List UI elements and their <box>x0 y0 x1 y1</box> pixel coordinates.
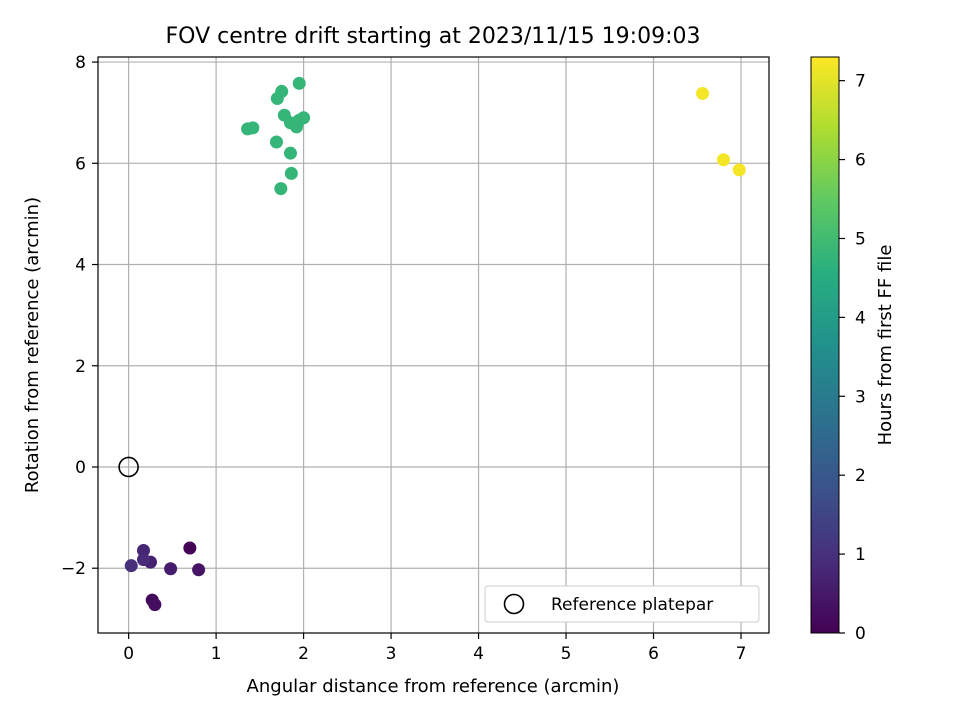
x-tick-label: 7 <box>736 644 747 664</box>
x-tick-label: 6 <box>648 644 659 664</box>
x-tick-label: 2 <box>298 644 309 664</box>
data-point <box>284 166 298 180</box>
colorbar-tick-label: 6 <box>855 151 866 171</box>
y-tick-label: 4 <box>75 256 86 276</box>
y-tick-label: −2 <box>61 559 86 579</box>
colorbar-ticks: 0 1 2 3 4 5 6 7 <box>839 72 866 644</box>
x-tick-label: 4 <box>473 644 484 664</box>
data-point <box>183 541 197 555</box>
x-tick-label: 3 <box>386 644 397 664</box>
data-point <box>297 111 311 125</box>
data-point <box>717 153 731 167</box>
y-tick-label: 6 <box>75 154 86 174</box>
legend-label: Reference platepar <box>551 595 713 615</box>
y-axis-label: Rotation from reference (arcmin) <box>22 197 43 493</box>
plot-area <box>97 56 770 634</box>
data-point <box>192 563 206 577</box>
data-point <box>148 598 162 612</box>
colorbar-tick-label: 3 <box>855 387 866 407</box>
x-tick-label: 5 <box>561 644 572 664</box>
data-point <box>274 182 288 196</box>
legend-marker <box>503 593 525 615</box>
y-axis-ticks: −2 0 2 4 6 8 <box>61 53 98 579</box>
colorbar-tick-label: 4 <box>855 308 866 328</box>
data-point <box>136 543 150 557</box>
data-point <box>292 76 306 90</box>
legend: Reference platepar <box>484 585 760 623</box>
data-point <box>164 562 178 576</box>
y-tick-label: 8 <box>75 53 86 73</box>
colorbar-tick-label: 2 <box>855 466 866 486</box>
colorbar-gradient <box>810 56 840 634</box>
data-point <box>275 84 289 98</box>
data-point <box>246 121 260 135</box>
legend-box <box>484 585 760 623</box>
x-tick-label: 0 <box>123 644 134 664</box>
colorbar-tick-label: 1 <box>855 545 866 565</box>
colorbar-tick-label: 5 <box>855 229 866 249</box>
reference-platepar-marker <box>118 456 139 478</box>
grid <box>98 57 769 633</box>
data-point <box>124 559 138 573</box>
colorbar-label: Hours from first FF file <box>875 245 896 446</box>
x-axis-ticks: 0 1 2 3 4 5 6 7 <box>123 633 746 664</box>
colorbar: 0 1 2 3 4 5 6 7 Hours from first FF file <box>810 56 896 644</box>
chart-title: FOV centre drift starting at 2023/11/15 … <box>166 24 701 49</box>
x-tick-label: 1 <box>211 644 222 664</box>
x-axis-label: Angular distance from reference (arcmin) <box>247 676 620 697</box>
colorbar-tick-label: 7 <box>855 72 866 92</box>
data-point <box>136 553 150 567</box>
colorbar-tick-label: 0 <box>855 624 866 644</box>
data-point <box>732 163 746 177</box>
data-point <box>283 146 297 160</box>
data-point <box>696 86 710 100</box>
y-tick-label: 2 <box>75 357 86 377</box>
y-tick-label: 0 <box>75 458 86 478</box>
scatter-points <box>124 76 746 612</box>
data-point <box>269 135 283 149</box>
